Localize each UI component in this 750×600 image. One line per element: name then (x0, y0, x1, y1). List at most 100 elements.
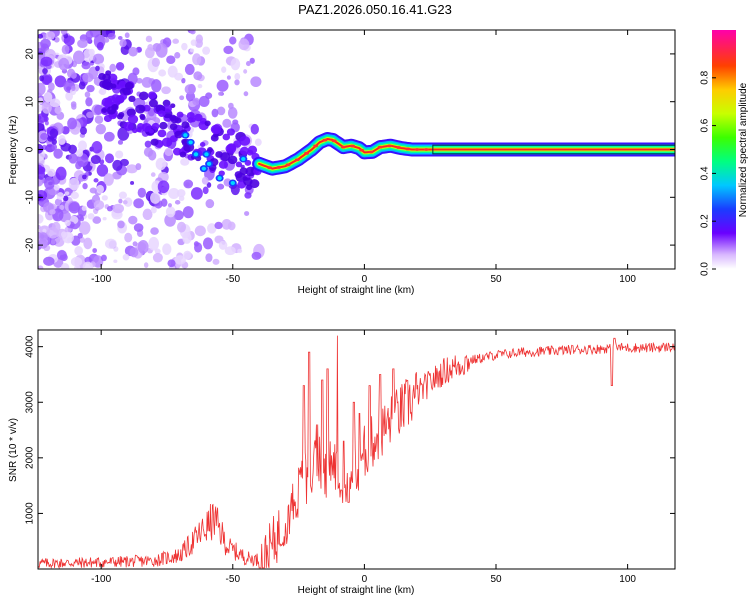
noise-blob (102, 217, 107, 221)
noise-blob (42, 75, 52, 85)
cluster-blob (246, 184, 253, 191)
snr-panel: -100 -50 0 50 100 1000 2000 3000 4000 Height of … (8, 329, 676, 596)
noise-blob (128, 46, 138, 57)
noise-blob (81, 61, 91, 70)
hotspot-inner (230, 180, 235, 185)
noise-blob (238, 38, 250, 51)
noise-blob (118, 191, 127, 199)
noise-blob (89, 30, 101, 38)
cluster-blob (179, 151, 187, 158)
noise-blob (93, 200, 105, 210)
noise-blob (79, 237, 85, 243)
noise-blob (147, 44, 154, 51)
noise-blob (64, 219, 71, 227)
ridge-peak (267, 166, 273, 170)
noise-blob (173, 210, 184, 221)
y-tick-label: -10 (25, 190, 36, 205)
noise-blob (38, 113, 48, 123)
noise-blob (205, 253, 213, 263)
noise-blob (44, 176, 55, 190)
y-tick-label: 20 (25, 48, 36, 60)
noise-blob (123, 197, 133, 207)
noise-blob (151, 57, 161, 68)
ridge-layer-4 (258, 138, 675, 170)
noise-blob (221, 66, 227, 73)
noise-blob (144, 47, 155, 59)
noise-blob (214, 221, 223, 230)
noise-blob (60, 30, 68, 35)
cluster-blob (101, 97, 112, 107)
hotspot-inner (204, 152, 209, 157)
noise-blob (78, 81, 86, 90)
noise-blob (174, 51, 181, 59)
noise-blob (137, 187, 147, 198)
cluster-blob (150, 138, 159, 146)
noise-blob (230, 58, 241, 71)
cluster-blob (239, 135, 251, 146)
noise-blob (181, 42, 188, 51)
noise-blob (60, 263, 70, 269)
noise-blob (190, 187, 203, 200)
x-tick-label: -100 (91, 274, 111, 285)
noise-blob (100, 254, 107, 262)
noise-blob (194, 242, 203, 253)
ridge-peak (340, 145, 346, 149)
cluster-blob (181, 138, 187, 145)
noise-blob (70, 101, 77, 108)
noise-blob (70, 256, 83, 267)
noise-blob (161, 86, 171, 95)
noise-blob (49, 209, 56, 215)
noise-blob (53, 184, 60, 191)
noise-blob (142, 208, 153, 221)
noise-blob (133, 198, 144, 209)
cluster-blob (239, 167, 248, 176)
noise-blob (40, 56, 53, 67)
noise-blob (55, 166, 67, 181)
spectrogram-marks (38, 30, 675, 269)
ridge-peak (386, 144, 392, 148)
noise-blob (89, 187, 97, 194)
noise-blob (115, 150, 124, 159)
noise-blob (38, 82, 46, 96)
cluster-blob (245, 166, 257, 177)
noise-blob (92, 248, 97, 254)
noise-blob (109, 63, 117, 73)
noise-blob (151, 79, 162, 93)
snr-line (38, 335, 675, 569)
y-tick-label: -20 (25, 237, 36, 252)
noise-blob (178, 195, 185, 202)
cluster-blob (122, 87, 131, 96)
noise-blob (53, 237, 65, 247)
ridge-peak (276, 166, 282, 169)
noise-blob (130, 181, 135, 185)
noise-blob (128, 215, 138, 225)
noise-blob (87, 213, 95, 220)
noise-blob (168, 187, 180, 200)
noise-blob (144, 140, 152, 148)
noise-blob (78, 221, 91, 235)
noise-blob (106, 206, 113, 212)
noise-blob (148, 236, 160, 251)
noise-blob (201, 176, 209, 185)
noise-blob (135, 163, 142, 171)
noise-blob (56, 192, 65, 200)
cluster-blob (108, 73, 118, 83)
noise-blob (164, 213, 176, 227)
x-tick-label: -100 (91, 574, 111, 585)
noise-blob (72, 50, 85, 65)
ridge-band-outline (432, 144, 675, 155)
noise-blob (38, 33, 44, 39)
noise-blob (167, 259, 176, 268)
noise-blob (39, 75, 45, 82)
noise-blob (152, 252, 163, 263)
ridge-peak (377, 145, 383, 149)
noise-blob (53, 148, 63, 159)
cluster-blob (235, 161, 243, 168)
noise-blob (93, 178, 99, 183)
noise-blob (122, 200, 128, 205)
cluster-blob (139, 115, 146, 121)
noise-blob (150, 227, 159, 235)
cluster-blob (218, 160, 229, 169)
colorbar-tick-label: 0.8 (700, 70, 711, 84)
